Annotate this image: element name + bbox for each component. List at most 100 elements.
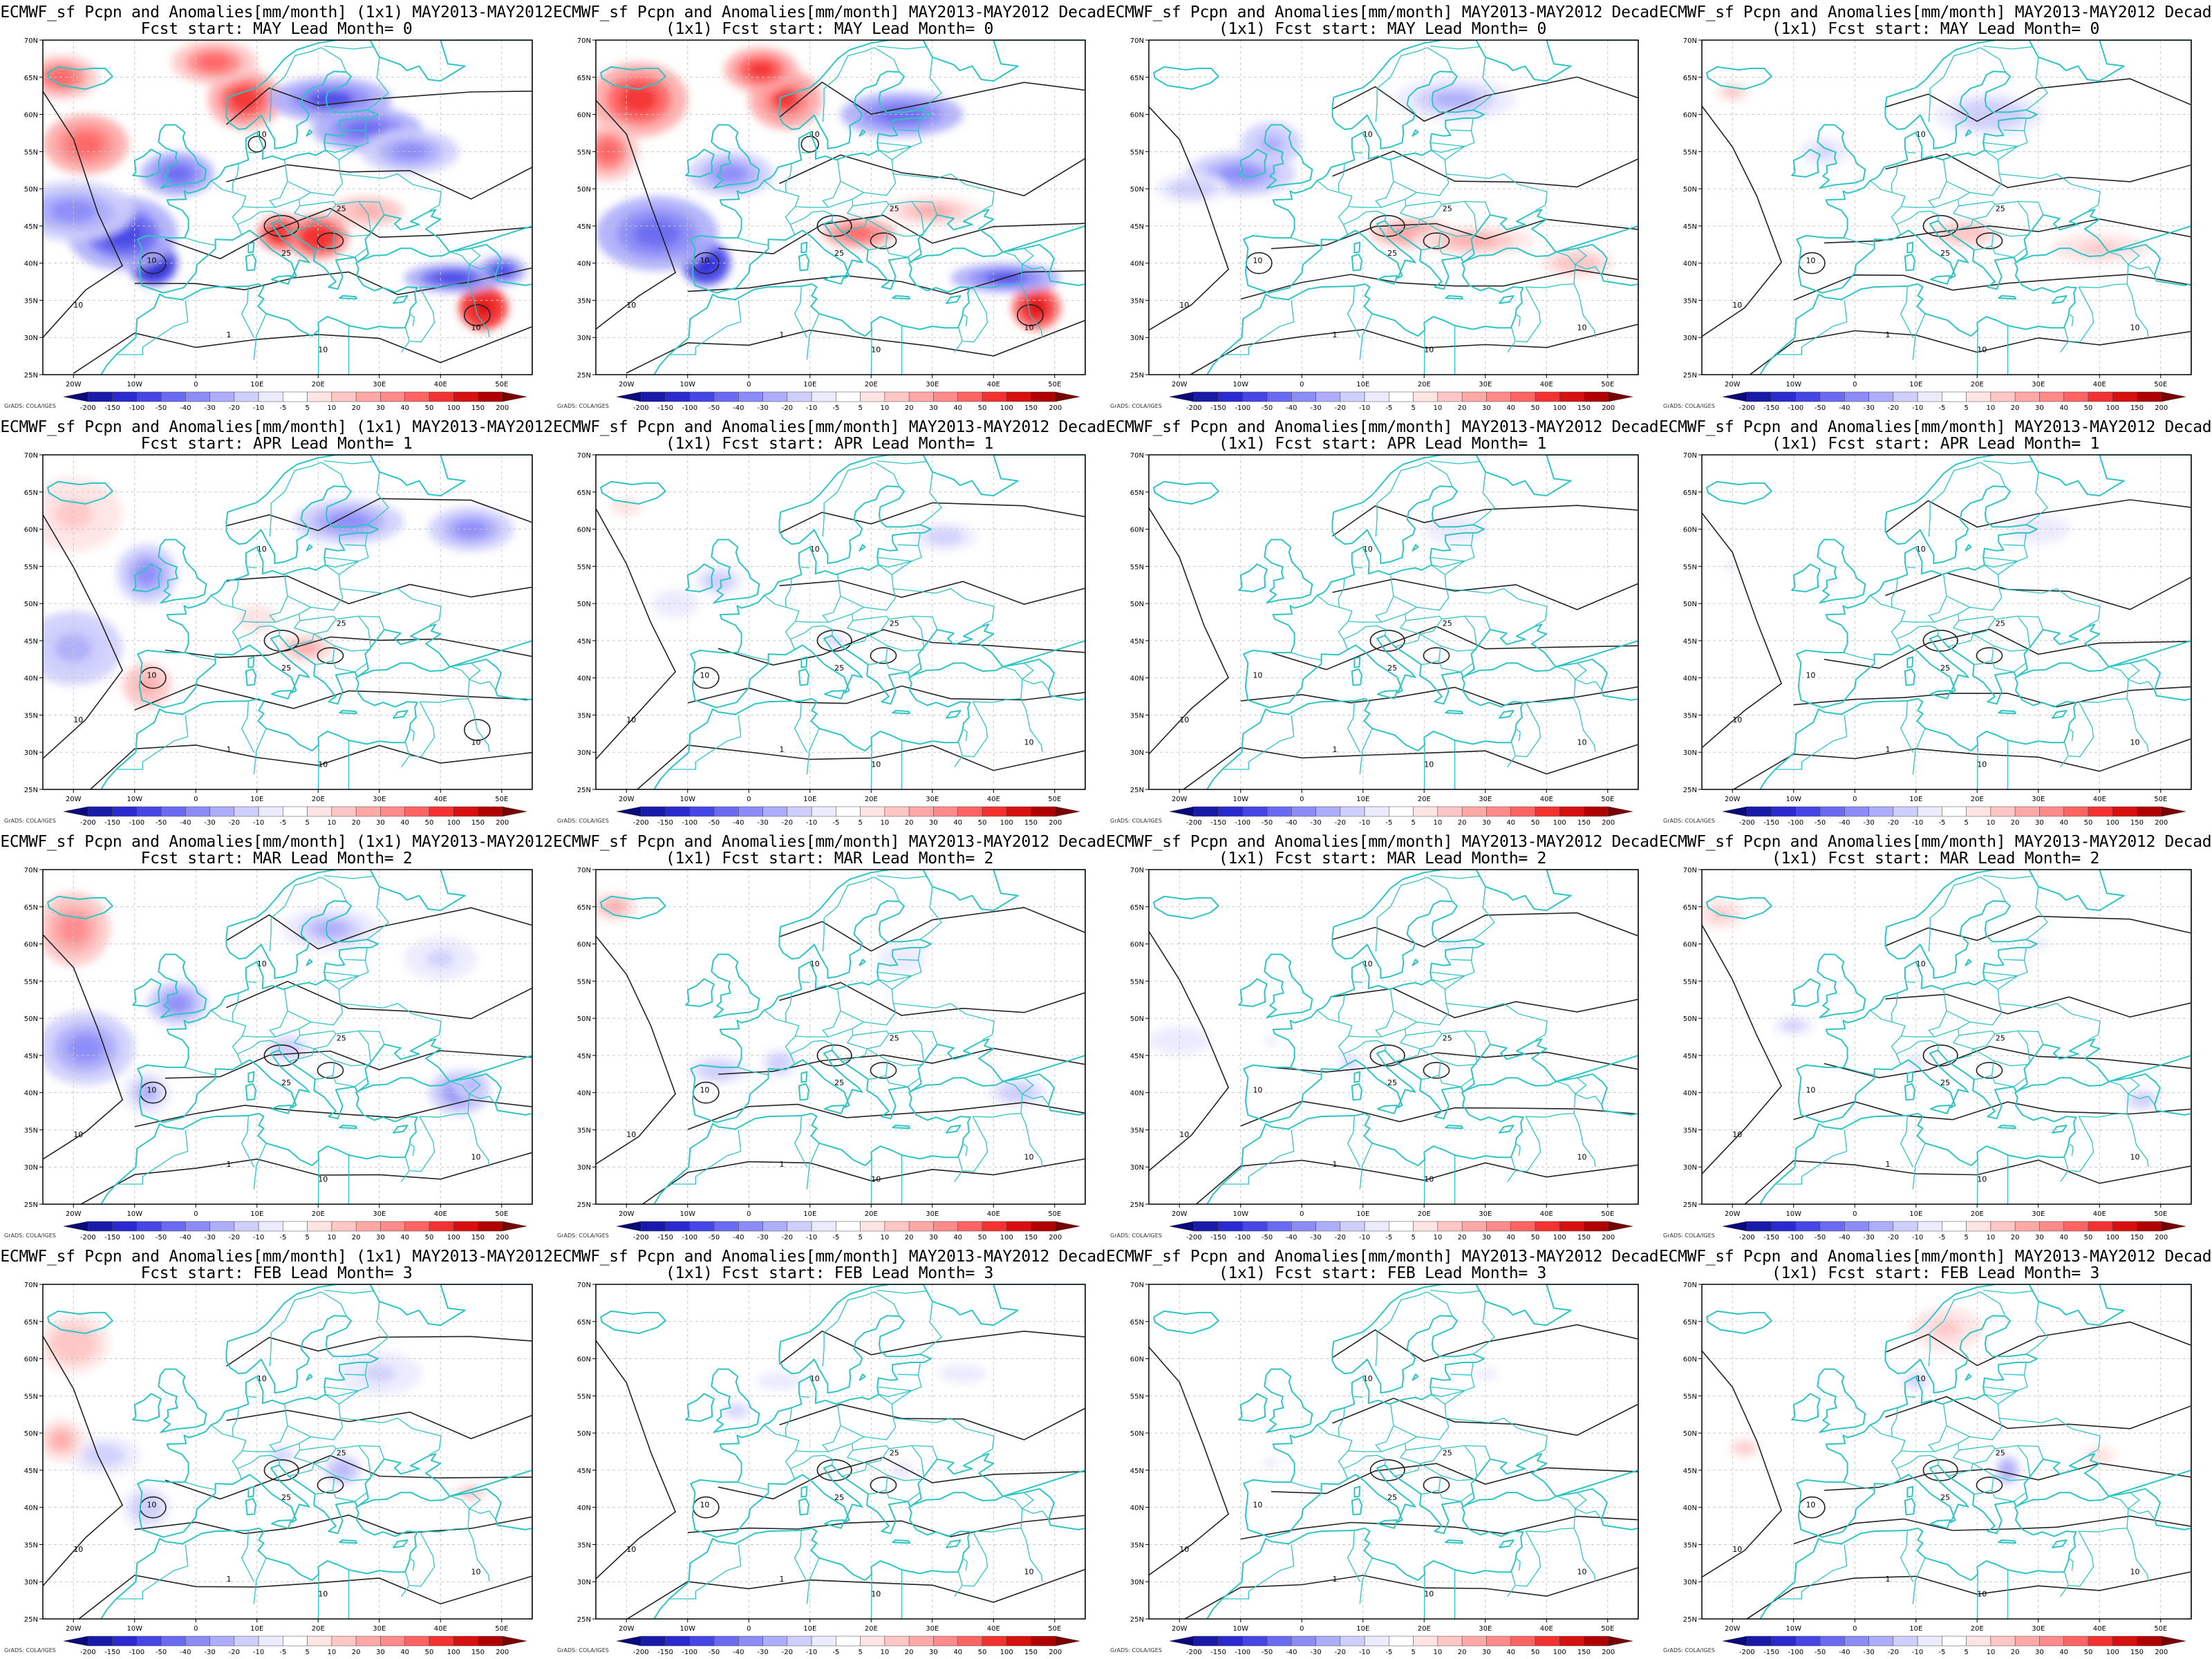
contour-value-label: 1 [1886, 1575, 1891, 1584]
contour-value-label: 10 [1253, 671, 1262, 680]
latitude-label: 35N [577, 712, 591, 720]
longitude-label: 20W [619, 1210, 635, 1218]
colorbar-tick-label: 100 [1000, 404, 1013, 412]
colorbar-tick-label: -10 [1359, 1234, 1370, 1241]
colorbar-tick-label: 10 [1434, 404, 1443, 412]
latitude-label: 35N [24, 1127, 38, 1134]
climatology-contours [1149, 1324, 1638, 1619]
colorbar-tick-label: 40 [400, 819, 409, 827]
colorbar-tick-label: 150 [1577, 1649, 1591, 1656]
map-frame [1148, 454, 1639, 790]
contour-value-label: 10 [1732, 1130, 1742, 1139]
latitude-label: 60N [24, 527, 38, 534]
colorbar-tick-label: -30 [1310, 1234, 1321, 1241]
contour-value-label: 1 [1886, 745, 1891, 754]
latitude-label: 35N [24, 297, 38, 305]
colorbar-tick-label: 10 [328, 1649, 337, 1656]
panel-title: ECMWF_sf Pcpn and Anomalies[mm/month] MA… [553, 833, 1106, 851]
dry-anomaly-area [140, 151, 214, 196]
latitude-label: 35N [1683, 712, 1697, 720]
contour-value-label: 25 [890, 619, 899, 628]
dry-anomaly-area [1246, 1447, 1296, 1478]
colorbar-tick-label: -10 [1359, 819, 1370, 827]
map-frame [595, 39, 1086, 375]
longitude-label: 30E [1479, 1210, 1492, 1218]
country-borders [668, 455, 1049, 789]
colorbar-tick-label: 20 [1458, 404, 1467, 412]
coastlines [1706, 455, 2191, 789]
latitude-label: 70N [1683, 867, 1697, 874]
colorbar: -200 -150 -100 -50 -40 -30 -20 -10 -5 5 10 20 30 40 50… [1722, 1221, 2186, 1241]
colorbar-tick-label: 20 [2011, 1234, 2020, 1241]
map-frame [42, 1284, 533, 1620]
colorbar-tick-label: -50 [1262, 819, 1273, 827]
latitude-label: 70N [1130, 1282, 1144, 1289]
colorbar-tick-label: 30 [2035, 1234, 2044, 1241]
latitude-label: 30N [1130, 749, 1144, 757]
panel-title: ECMWF_sf Pcpn and Anomalies[mm/month] MA… [1659, 418, 2212, 436]
precip-anomaly-map: 10 10 1 10 25 25 10 10 20W 10W 0 10E 20E 30E 40E 50E 70N… [4, 452, 533, 827]
contour-value-label: 10 [1024, 738, 1034, 747]
country-borders [668, 40, 1049, 375]
panel-subtitle: Fcst start: MAY Lead Month= 0 [140, 20, 413, 38]
longitude-label: 10E [803, 1210, 816, 1218]
longitude-label: 0 [194, 1210, 198, 1218]
panel-subtitle: (1x1) Fcst start: MAY Lead Month= 0 [1771, 20, 2100, 38]
colorbar-tick-label: 150 [471, 819, 485, 827]
colorbar-tick-label: -40 [180, 1234, 191, 1241]
contour-value-label: 25 [890, 1448, 899, 1457]
colorbar-tick-label: -20 [1335, 819, 1346, 827]
graticule [43, 870, 532, 1204]
climatology-contours [43, 907, 532, 1204]
latitude-label: 50N [1130, 186, 1144, 194]
longitude-label: 10W [1232, 796, 1248, 803]
colorbar-tick-label: -5 [832, 819, 839, 827]
colorbar-tick-label: 10 [881, 404, 890, 412]
colorbar-tick-label: -100 [1788, 1234, 1803, 1241]
colorbar-tick-label: 40 [1506, 404, 1515, 412]
colorbar-tick-label: 100 [1000, 1649, 1013, 1656]
latitude-label: 40N [577, 675, 591, 683]
latitude-label: 40N [1683, 261, 1697, 268]
contour-value-label: 25 [1443, 1448, 1452, 1457]
contour-value-label: 10 [1179, 1130, 1189, 1139]
colorbar-tick-label: -150 [657, 1649, 673, 1656]
colorbar-tick-label: 10 [881, 1234, 890, 1241]
latitude-label: 65N [577, 1319, 591, 1327]
colorbar-tick-label: -150 [657, 1234, 673, 1241]
longitude-label: 0 [194, 381, 198, 388]
latitude-label: 45N [1683, 1053, 1697, 1060]
colorbar-tick-label: -20 [782, 404, 793, 412]
colorbar-tick-label: 150 [2130, 819, 2144, 827]
longitude-label: 40E [987, 796, 1000, 803]
colorbar-tick-label: 10 [1987, 1234, 1996, 1241]
graticule [1702, 870, 2191, 1204]
colorbar-tick-label: 100 [2106, 1649, 2119, 1656]
colorbar-tick-label: -40 [1286, 819, 1297, 827]
contour-value-label: 25 [281, 1078, 291, 1087]
colorbar-tick-label: -200 [80, 1649, 96, 1656]
contour-value-label: 10 [1024, 1567, 1034, 1576]
longitude-label: 30E [2032, 381, 2045, 388]
latitude-label: 25N [577, 1201, 591, 1209]
colorbar: -200 -150 -100 -50 -40 -30 -20 -10 -5 5 10 20 30 40 50… [63, 806, 527, 827]
colorbar-tick-label: -100 [682, 404, 697, 412]
colorbar-tick-label: -50 [709, 819, 720, 827]
panel-title: ECMWF_sf Pcpn and Anomalies[mm/month] (1… [0, 1248, 553, 1266]
panel-subtitle: (1x1) Fcst start: FEB Lead Month= 3 [1218, 1264, 1547, 1282]
longitude-label: 20W [619, 1625, 635, 1633]
colorbar-tick-label: -100 [682, 1234, 697, 1241]
contour-value-label: 10 [1253, 256, 1262, 265]
colorbar-tick-label: -200 [1186, 1649, 1202, 1656]
latitude-label: 45N [1683, 223, 1697, 231]
contour-value-label: 10 [626, 715, 636, 724]
latitude-label: 40N [1683, 1505, 1697, 1512]
longitude-label: 20E [1418, 1625, 1431, 1633]
map-frame [42, 454, 533, 790]
climatology-contours [43, 87, 532, 374]
contour-value-label: 10 [2130, 323, 2140, 332]
latitude-label: 35N [1683, 297, 1697, 305]
latitude-label: 25N [24, 372, 38, 379]
climatology-contours [1702, 1321, 2191, 1619]
graticule [1702, 1284, 2191, 1619]
